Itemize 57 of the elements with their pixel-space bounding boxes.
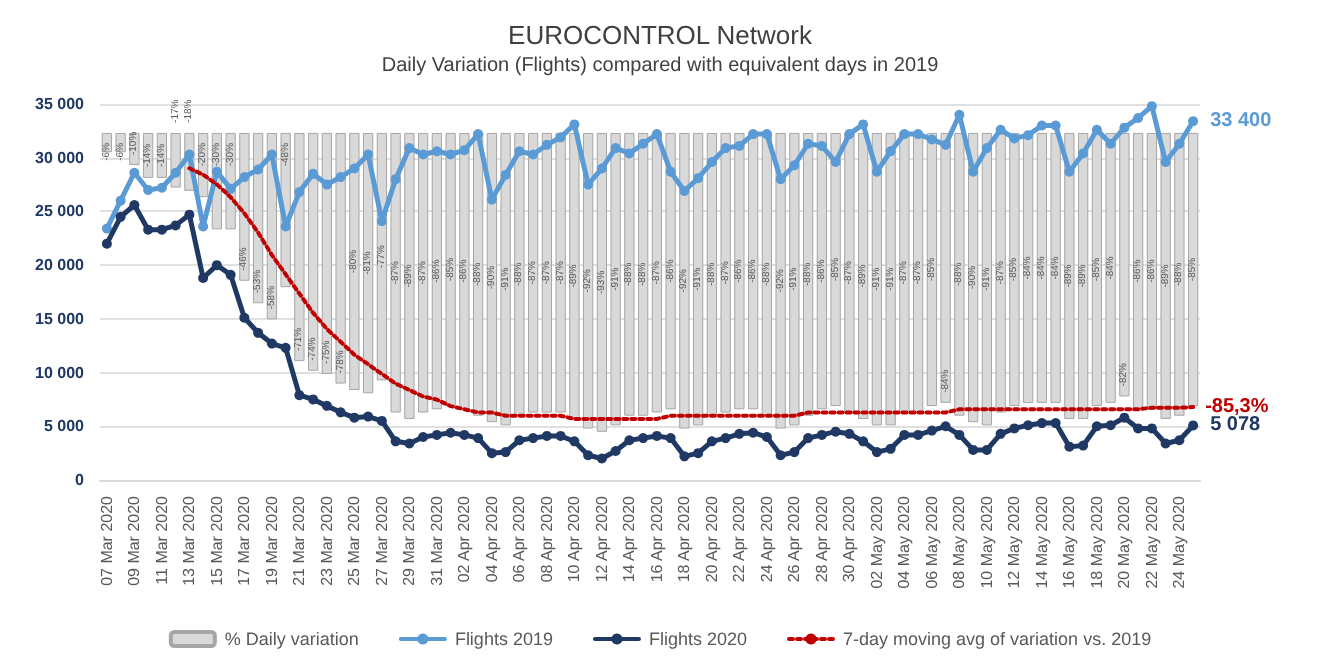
x-tick-label: 02 Apr 2020 xyxy=(455,494,474,583)
x-tick-label: 28 Apr 2020 xyxy=(812,494,831,583)
x-tick-label: 17 Mar 2020 xyxy=(235,494,254,586)
x-tick-label: 10 May 2020 xyxy=(977,494,996,589)
x-tick-label: 21 Mar 2020 xyxy=(290,494,309,586)
x-tick-label: 16 Apr 2020 xyxy=(647,494,666,583)
x-tick-label: 06 Apr 2020 xyxy=(510,494,529,583)
y-tick-label: 25 000 xyxy=(35,202,86,221)
x-tick-label: 14 May 2020 xyxy=(1032,494,1051,589)
x-tick-label: 24 Apr 2020 xyxy=(757,494,776,583)
chart-title: EUROCONTROL Network xyxy=(508,20,813,50)
x-tick-label: 13 Mar 2020 xyxy=(180,494,199,586)
legend-label: Flights 2020 xyxy=(648,629,747,649)
x-tick-label: 12 May 2020 xyxy=(1005,494,1024,589)
data-label: 5 078 xyxy=(1210,414,1262,437)
legend-label: % Daily variation xyxy=(224,629,359,649)
x-tick-label: 20 May 2020 xyxy=(1115,494,1134,589)
x-tick-label: 12 Apr 2020 xyxy=(592,494,611,583)
x-tick-label: 11 Mar 2020 xyxy=(152,494,171,585)
x-tick-label: 24 May 2020 xyxy=(1170,494,1189,589)
x-tick-label: 29 Mar 2020 xyxy=(400,494,419,586)
y-tick-label: 20 000 xyxy=(35,256,86,275)
x-tick-label: 31 Mar 2020 xyxy=(427,494,446,586)
legend-label: 7-day moving avg of variation vs. 2019 xyxy=(843,629,1152,649)
x-tick-label: 04 Apr 2020 xyxy=(482,494,501,583)
y-tick-label: 10 000 xyxy=(35,363,86,382)
data-label: 33 400 xyxy=(1210,110,1273,133)
y-tick-label: 5 000 xyxy=(43,417,86,436)
x-tick-label: 08 May 2020 xyxy=(950,494,969,589)
x-tick-label: 27 Mar 2020 xyxy=(372,494,391,586)
y-tick-label: 30 000 xyxy=(35,148,86,167)
x-tick-label: 18 Apr 2020 xyxy=(675,494,694,583)
x-tick-label: 19 Mar 2020 xyxy=(262,494,281,586)
x-tick-label: 20 Apr 2020 xyxy=(702,494,721,583)
x-tick-label: 09 Mar 2020 xyxy=(125,494,144,586)
y-tick-label: 0 xyxy=(75,471,86,489)
x-tick-label: 02 May 2020 xyxy=(867,494,886,589)
x-tick-label: 10 Apr 2020 xyxy=(565,494,584,583)
x-tick-label: 26 Apr 2020 xyxy=(785,494,804,583)
x-tick-label: 22 Apr 2020 xyxy=(730,494,749,583)
x-tick-label: 30 Apr 2020 xyxy=(840,494,859,583)
legend-label: Flights 2019 xyxy=(454,629,553,649)
x-tick-label: 14 Apr 2020 xyxy=(620,494,639,583)
x-tick-label: 04 May 2020 xyxy=(895,494,914,589)
data-label: -85,3% xyxy=(1205,396,1269,419)
x-tick-label: 15 Mar 2020 xyxy=(207,494,226,586)
x-tick-label: 07 Mar 2020 xyxy=(97,494,116,586)
x-tick-label: 22 May 2020 xyxy=(1142,494,1161,589)
x-tick-label: 06 May 2020 xyxy=(922,494,941,589)
y-tick-label: 15 000 xyxy=(35,309,86,328)
x-tick-label: 18 May 2020 xyxy=(1087,494,1106,589)
x-tick-label: 08 Apr 2020 xyxy=(537,494,556,583)
chart-subtitle: Daily Variation (Flights) compared with equivalent days in 2019 xyxy=(381,55,940,77)
x-tick-label: 23 Mar 2020 xyxy=(317,494,336,586)
x-tick-label: 16 May 2020 xyxy=(1060,494,1079,589)
y-tick-label: 35 000 xyxy=(35,95,86,113)
x-tick-label: 25 Mar 2020 xyxy=(345,494,364,586)
